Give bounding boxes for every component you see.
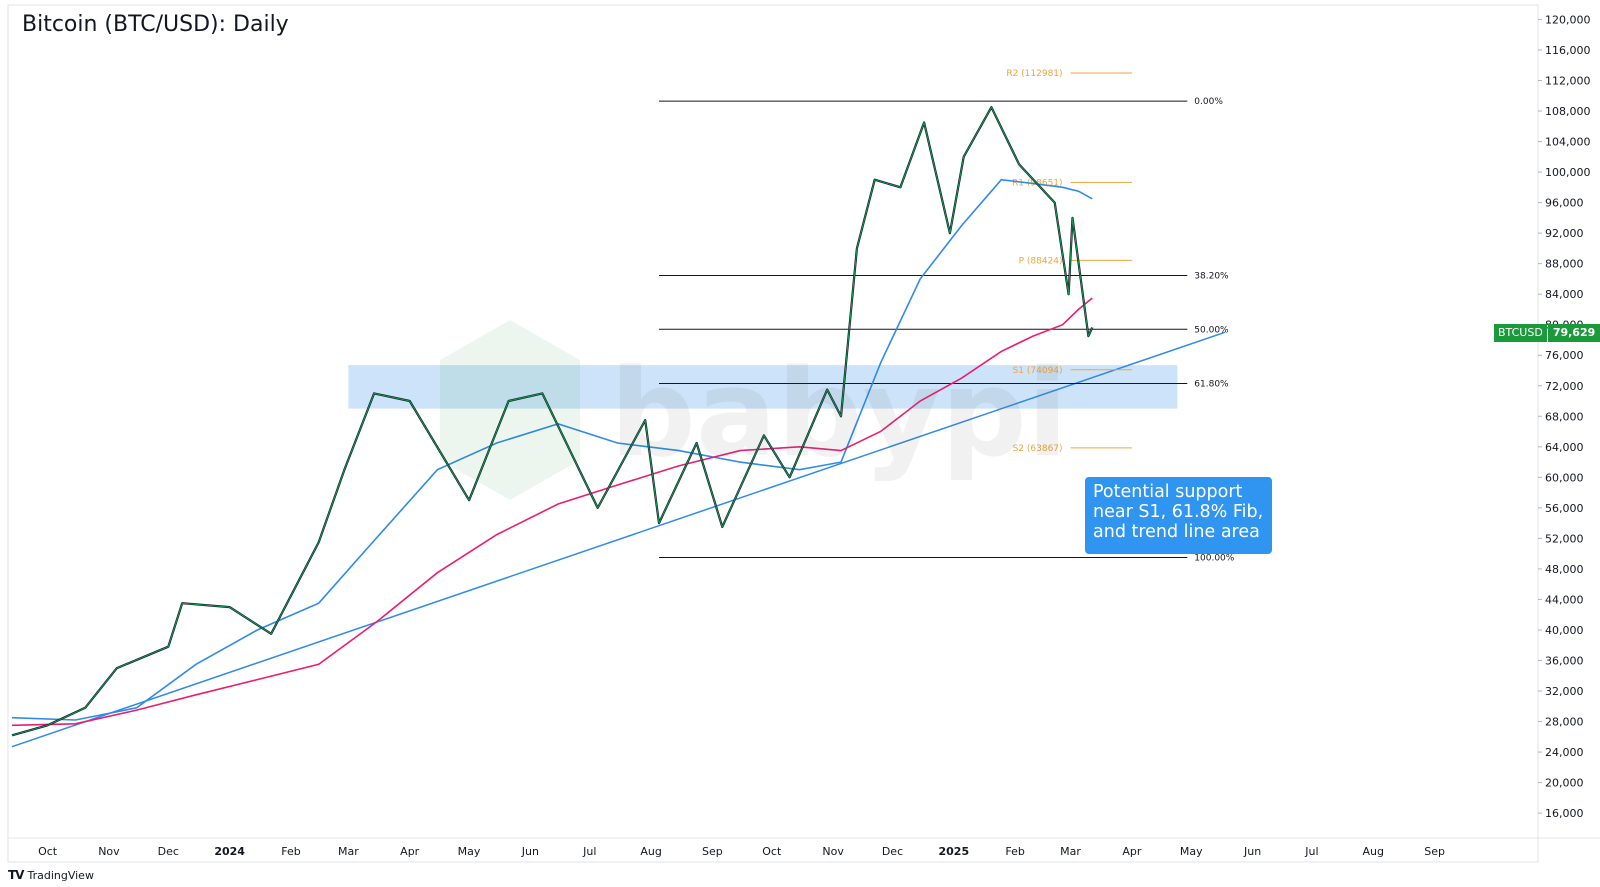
x-tick-label: 2024 <box>214 845 245 858</box>
pivot-level-label: R2 (112981) <box>1006 69 1062 79</box>
x-tick-label: Sep <box>1424 845 1445 858</box>
pivot-level-label: P (88424) <box>1019 256 1063 266</box>
support-zone <box>348 365 1178 409</box>
pivot-level-label: S1 (74094) <box>1013 366 1063 376</box>
x-tick-label: Dec <box>882 845 903 858</box>
x-tick-label: May <box>1180 845 1203 858</box>
x-tick-label: Nov <box>822 845 844 858</box>
y-tick-label: 84,000 <box>1545 288 1584 301</box>
x-tick-label: Jun <box>1243 845 1261 858</box>
y-tick-label: 72,000 <box>1545 380 1584 393</box>
x-tick-label: Mar <box>338 845 359 858</box>
y-tick-label: 116,000 <box>1545 44 1591 57</box>
trend-line <box>11 331 1226 748</box>
fib-level-label: 50.00% <box>1194 325 1229 335</box>
x-tick-label: Oct <box>38 845 58 858</box>
fib-level-label: 0.00% <box>1194 97 1223 107</box>
x-tick-label: Jun <box>521 845 539 858</box>
y-tick-label: 68,000 <box>1545 410 1584 423</box>
price-line <box>11 106 1094 737</box>
price-tag-symbol: BTCUSD <box>1494 324 1547 342</box>
x-tick-label: Feb <box>281 845 300 858</box>
chart-border <box>7 4 1539 863</box>
support-callout: Potential support near S1, 61.8% Fib, an… <box>1085 477 1272 554</box>
fib-level-label: 100.00% <box>1194 553 1234 563</box>
x-tick-label: Sep <box>702 845 723 858</box>
y-tick-label: 88,000 <box>1545 258 1584 271</box>
footer-brand: TV TradingView <box>8 868 94 882</box>
y-tick-label: 36,000 <box>1545 654 1584 667</box>
y-tick-label: 48,000 <box>1545 563 1584 576</box>
x-tick-label: Jul <box>582 845 596 858</box>
footer-brand-label: TradingView <box>27 868 94 882</box>
y-tick-label: 76,000 <box>1545 349 1584 362</box>
chart-title: Bitcoin (BTC/USD): Daily <box>22 12 289 37</box>
x-tick-label: Mar <box>1060 845 1081 858</box>
fib-level-label: 38.20% <box>1194 271 1229 281</box>
x-tick-label: Oct <box>762 845 782 858</box>
x-tick-label: Dec <box>158 845 179 858</box>
price-tag-value: 79,629 <box>1547 324 1600 342</box>
y-tick-label: 16,000 <box>1545 807 1584 820</box>
y-tick-label: 92,000 <box>1545 227 1584 240</box>
x-tick-label: Jul <box>1304 845 1318 858</box>
y-tick-label: 52,000 <box>1545 532 1584 545</box>
y-tick-label: 64,000 <box>1545 441 1584 454</box>
sma-fast-line <box>11 178 1093 721</box>
y-tick-label: 24,000 <box>1545 746 1584 759</box>
x-tick-label: Aug <box>640 845 661 858</box>
y-tick-label: 28,000 <box>1545 716 1584 729</box>
y-tick-label: 100,000 <box>1545 166 1591 179</box>
x-tick-label: Apr <box>1122 845 1142 858</box>
fib-level-label: 61.80% <box>1194 379 1229 389</box>
y-tick-label: 32,000 <box>1545 685 1584 698</box>
x-tick-label: May <box>458 845 481 858</box>
y-tick-label: 20,000 <box>1545 777 1584 790</box>
x-tick-label: Feb <box>1005 845 1024 858</box>
sma-slow-line <box>11 297 1093 727</box>
y-tick-label: 112,000 <box>1545 74 1591 87</box>
y-tick-label: 108,000 <box>1545 105 1591 118</box>
y-tick-label: 120,000 <box>1545 13 1591 26</box>
y-tick-label: 56,000 <box>1545 502 1584 515</box>
x-tick-label: Nov <box>98 845 120 858</box>
tradingview-logo-icon: TV <box>8 868 25 882</box>
y-tick-label: 44,000 <box>1545 593 1584 606</box>
x-tick-label: Apr <box>400 845 420 858</box>
x-tick-label: 2025 <box>939 845 970 858</box>
y-tick-label: 96,000 <box>1545 197 1584 210</box>
y-tick-label: 104,000 <box>1545 136 1591 149</box>
pivot-level-label: S2 (63867) <box>1013 444 1063 454</box>
y-tick-label: 60,000 <box>1545 471 1584 484</box>
x-tick-label: Aug <box>1363 845 1384 858</box>
y-tick-label: 40,000 <box>1545 624 1584 637</box>
price-line-highlight <box>11 106 1093 736</box>
current-price-tag: BTCUSD 79,629 <box>1494 324 1600 342</box>
